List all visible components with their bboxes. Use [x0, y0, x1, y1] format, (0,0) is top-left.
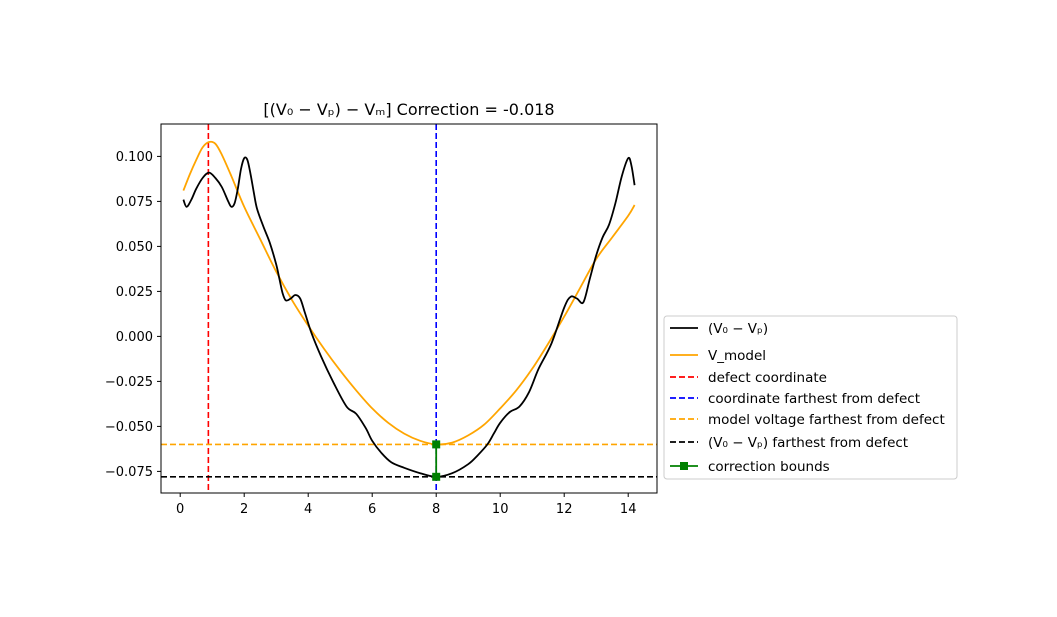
y-axis: 0.100 0.075 0.050 0.025 0.000 −0.025 −0.050 −0.… [105, 150, 161, 480]
legend-label: coordinate farthest from defect [708, 391, 920, 407]
legend-item: model voltage farthest from defect [670, 412, 945, 428]
legend-item: defect coordinate [670, 370, 827, 386]
y-tick-label: 0.025 [116, 285, 153, 300]
x-tick-label: 4 [304, 502, 312, 517]
correction-bounds-marker [432, 440, 441, 449]
x-tick-label: 14 [620, 502, 637, 517]
legend-item: correction bounds [670, 459, 830, 475]
y-tick-label: −0.050 [105, 420, 153, 435]
legend-label: V_model [708, 348, 766, 364]
plot-area [161, 124, 657, 493]
correction-bounds-marker [432, 472, 441, 481]
legend-label: (V₀ − Vₚ) [708, 321, 768, 337]
y-tick-label: 0.100 [116, 150, 153, 165]
x-tick-label: 12 [556, 502, 573, 517]
x-axis: 0 2 4 6 8 10 12 14 [176, 493, 636, 517]
series-line [182, 156, 636, 478]
x-tick-label: 6 [368, 502, 376, 517]
legend-label: model voltage farthest from defect [708, 412, 945, 428]
x-tick-label: 0 [176, 502, 184, 517]
legend-item: V_model [670, 348, 766, 364]
legend-marker [680, 462, 688, 470]
x-tick-label: 2 [240, 502, 248, 517]
legend-label: (V₀ − Vₚ) farthest from defect [708, 435, 908, 451]
plot-frame [160, 123, 658, 494]
y-tick-label: 0.000 [116, 330, 153, 345]
y-tick-label: −0.075 [105, 465, 153, 480]
x-tick-label: 10 [492, 502, 509, 517]
legend-label: correction bounds [708, 459, 830, 475]
y-tick-label: −0.025 [105, 375, 153, 390]
x-tick-label: 8 [432, 502, 440, 517]
legend-item: (V₀ − Vₚ) [670, 321, 768, 337]
legend-label: defect coordinate [708, 370, 827, 386]
legend-item: (V₀ − Vₚ) farthest from defect [670, 435, 908, 451]
legend-box [663, 315, 958, 480]
y-tick-label: 0.050 [116, 240, 153, 255]
y-tick-label: 0.075 [116, 195, 153, 210]
legend-item: coordinate farthest from defect [670, 391, 920, 407]
chart-title: [(V₀ − Vₚ) − Vₘ] Correction = -0.018 [263, 100, 554, 119]
